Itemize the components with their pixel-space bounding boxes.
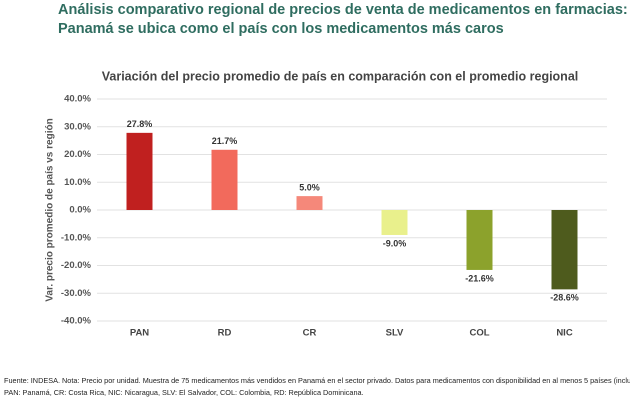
data-label: -28.6%	[550, 293, 579, 303]
x-tick-label: PAN	[130, 328, 149, 339]
bar	[211, 149, 238, 210]
x-tick-label: SLV	[386, 328, 404, 339]
y-tick-label: 40.0%	[64, 94, 91, 105]
header-line: Análisis comparativo regional de precios…	[58, 2, 628, 18]
y-tick-label: 0.0%	[69, 205, 91, 216]
footnote: Fuente: INDESA. Nota: Precio por unidad.…	[4, 376, 630, 385]
bar	[296, 196, 323, 210]
chart-title: Variación del precio promedio de país en…	[102, 69, 579, 83]
x-tick-label: COL	[469, 328, 489, 339]
data-label: -21.6%	[465, 273, 494, 283]
x-tick-label: RD	[218, 328, 232, 339]
header-line: Panamá se ubica como el país con los med…	[58, 21, 504, 37]
y-tick-label: 10.0%	[64, 177, 91, 188]
y-tick-label: 20.0%	[64, 149, 91, 160]
data-label: 21.7%	[212, 136, 238, 146]
bar	[126, 132, 153, 210]
y-tick-label: 30.0%	[64, 121, 91, 132]
y-axis-label: Var. precio promedio de país vs región	[45, 118, 56, 301]
footnote: PAN: Panamá, CR: Costa Rica, NIC: Nicara…	[4, 388, 364, 397]
y-tick-label: -30.0%	[61, 288, 92, 299]
bar	[551, 210, 578, 290]
x-tick-label: CR	[303, 328, 317, 339]
data-label: 27.8%	[127, 119, 153, 129]
bar	[381, 210, 408, 235]
y-tick-label: -40.0%	[61, 316, 92, 327]
data-label: -9.0%	[383, 238, 407, 248]
x-tick-label: NIC	[556, 328, 573, 339]
data-label: 5.0%	[299, 183, 320, 193]
y-tick-label: -10.0%	[61, 232, 92, 243]
y-tick-label: -20.0%	[61, 260, 92, 271]
bar	[466, 210, 493, 270]
